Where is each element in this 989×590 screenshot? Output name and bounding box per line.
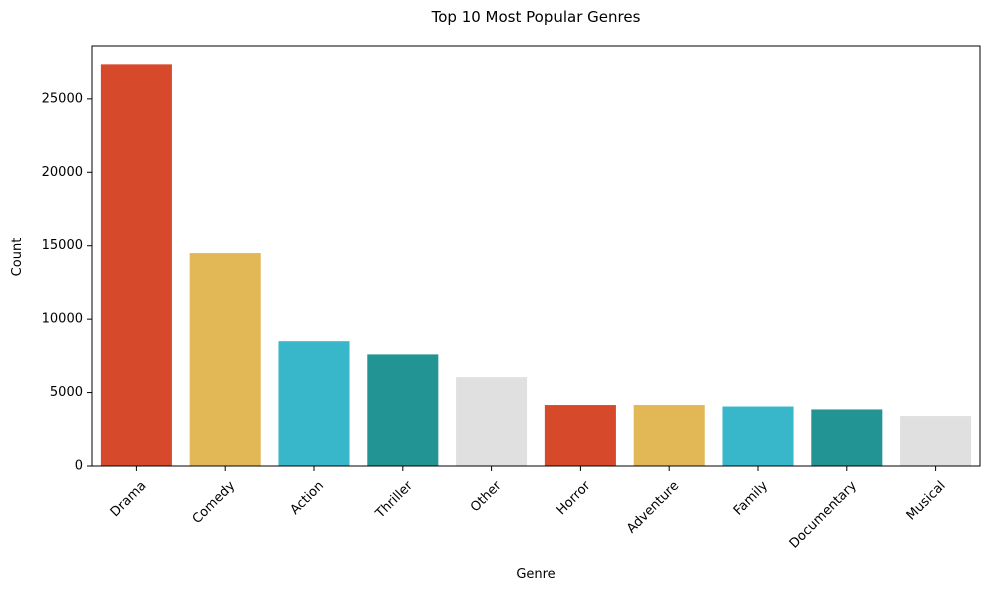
x-tick-label: Documentary	[787, 478, 860, 551]
y-tick-label: 15000	[42, 238, 83, 253]
plot-frame	[91, 45, 981, 467]
x-tick-label: Comedy	[190, 478, 239, 527]
y-tick-label: 20000	[42, 165, 83, 180]
bar-horror	[544, 405, 616, 466]
y-axis-label: Count	[10, 238, 25, 277]
bar-other	[456, 377, 528, 466]
bar-thriller	[367, 354, 439, 466]
y-tick-label: 0	[75, 459, 83, 474]
y-tick-label: 10000	[42, 312, 83, 327]
y-axis-ticks: 0 5000 10000 15000 20000 25000	[42, 91, 92, 474]
chart-title: Top 10 Most Popular Genres	[431, 8, 641, 26]
y-tick-label: 25000	[42, 91, 83, 106]
x-tick-label: Other	[468, 478, 505, 515]
x-tick-label: Drama	[108, 478, 150, 520]
bar-adventure	[633, 405, 705, 466]
x-tick-label: Thriller	[372, 478, 416, 522]
y-tick-label: 5000	[50, 385, 83, 400]
x-tick-label: Action	[288, 478, 327, 517]
bar-action	[278, 341, 350, 466]
bar-musical	[900, 416, 972, 466]
x-axis-ticks: Drama Comedy Action Thriller Other Horror Adve…	[108, 466, 949, 552]
x-axis-label: Genre	[516, 567, 555, 582]
bar-documentary	[811, 409, 883, 466]
bars-group	[100, 64, 972, 467]
x-tick-label: Adventure	[624, 478, 682, 536]
x-tick-label: Horror	[554, 478, 594, 518]
x-tick-label: Musical	[904, 478, 949, 523]
bar-family	[722, 406, 794, 466]
bar-drama	[100, 64, 172, 467]
x-tick-label: Family	[731, 478, 771, 518]
bar-comedy	[189, 253, 261, 466]
